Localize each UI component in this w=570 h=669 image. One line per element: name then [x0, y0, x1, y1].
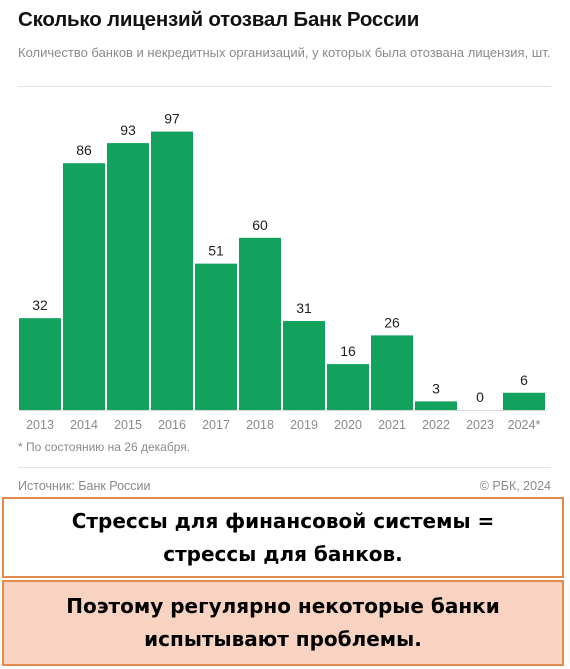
data-label-2013: 32 — [32, 297, 48, 313]
bar-2014 — [63, 163, 105, 410]
bar-2016 — [151, 131, 193, 411]
bottom-divider — [18, 467, 551, 468]
callout-text-problems: Поэтому регулярно некоторые банки испыты… — [66, 594, 500, 651]
x-tick-label-2013: 2013 — [26, 418, 54, 432]
data-label-2017: 51 — [208, 243, 224, 259]
x-tick-label-2014: 2014 — [70, 418, 98, 432]
bar-2015 — [107, 143, 149, 410]
bar-2020 — [327, 364, 369, 410]
x-tick-label-2017: 2017 — [202, 418, 230, 432]
bar-2017 — [195, 263, 237, 410]
x-tick-label-2021: 2021 — [378, 418, 406, 432]
top-divider — [18, 86, 551, 87]
copyright-label: © РБК, 2024 — [479, 479, 551, 493]
source-label: Источник: Банк России — [18, 479, 151, 493]
chart-footnote: * По состоянию на 26 декабря. — [18, 440, 191, 454]
data-label-2024*: 6 — [520, 372, 528, 388]
x-tick-label-2015: 2015 — [114, 418, 142, 432]
x-tick-label-2016: 2016 — [158, 418, 186, 432]
callout-text-stress: Стрессы для финансовой системы = стрессы… — [71, 508, 495, 566]
bar-chart: 3220138620149320159720165120176020183120… — [19, 111, 547, 432]
data-label-2014: 86 — [76, 142, 92, 158]
bar-2022 — [415, 401, 457, 410]
callout-box-problems: Поэтому регулярно некоторые банки испыты… — [2, 580, 564, 666]
x-tick-label-2018: 2018 — [246, 418, 274, 432]
data-label-2020: 16 — [340, 343, 356, 359]
chart-subtitle: Количество банков и некредитных организа… — [18, 45, 551, 60]
callout-box-stress: Стрессы для финансовой системы = стрессы… — [2, 497, 564, 578]
bar-2024* — [503, 392, 545, 410]
x-tick-label-2022: 2022 — [422, 418, 450, 432]
data-label-2015: 93 — [120, 122, 136, 138]
x-tick-label-2023: 2023 — [466, 418, 494, 432]
bar-2018 — [239, 237, 281, 410]
data-label-2023: 0 — [476, 389, 484, 405]
data-label-2022: 3 — [432, 380, 440, 396]
data-label-2016: 97 — [164, 111, 180, 127]
x-tick-label-2019: 2019 — [290, 418, 318, 432]
bar-2021 — [371, 335, 413, 410]
data-label-2018: 60 — [252, 217, 268, 233]
x-tick-label-2020: 2020 — [334, 418, 362, 432]
chart-title: Сколько лицензий отозвал Банк России — [18, 8, 420, 31]
x-tick-label-2024*: 2024* — [508, 418, 541, 432]
data-label-2021: 26 — [384, 314, 400, 330]
bar-2013 — [19, 318, 61, 410]
bar-2019 — [283, 321, 325, 410]
data-label-2019: 31 — [296, 300, 312, 316]
